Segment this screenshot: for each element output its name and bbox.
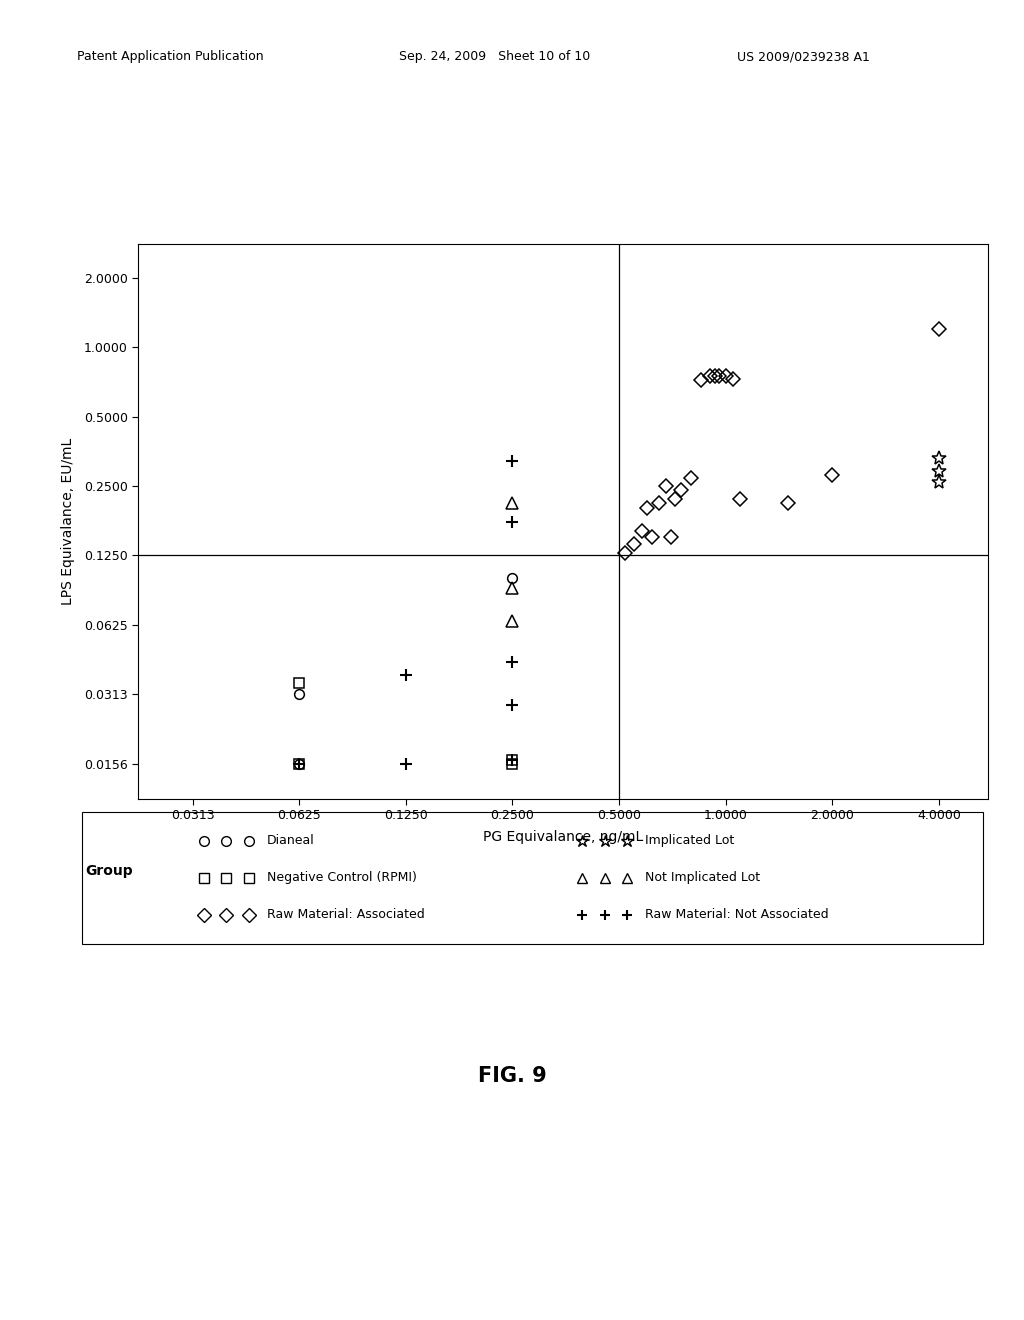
Text: US 2009/0239238 A1: US 2009/0239238 A1 (737, 50, 870, 63)
Text: Sep. 24, 2009   Sheet 10 of 10: Sep. 24, 2009 Sheet 10 of 10 (399, 50, 591, 63)
Text: Implicated Lot: Implicated Lot (645, 834, 734, 847)
X-axis label: PG Equivalance, ng/mL: PG Equivalance, ng/mL (483, 830, 643, 845)
Text: Raw Material: Associated: Raw Material: Associated (266, 908, 424, 921)
Text: Raw Material: Not Associated: Raw Material: Not Associated (645, 908, 828, 921)
Y-axis label: LPS Equivalance, EU/mL: LPS Equivalance, EU/mL (61, 438, 76, 605)
Text: Dianeal: Dianeal (266, 834, 314, 847)
Text: FIG. 9: FIG. 9 (477, 1065, 547, 1086)
Text: Group: Group (85, 865, 133, 878)
Text: Not Implicated Lot: Not Implicated Lot (645, 871, 760, 884)
Text: Patent Application Publication: Patent Application Publication (77, 50, 263, 63)
Text: Negative Control (RPMI): Negative Control (RPMI) (266, 871, 417, 884)
